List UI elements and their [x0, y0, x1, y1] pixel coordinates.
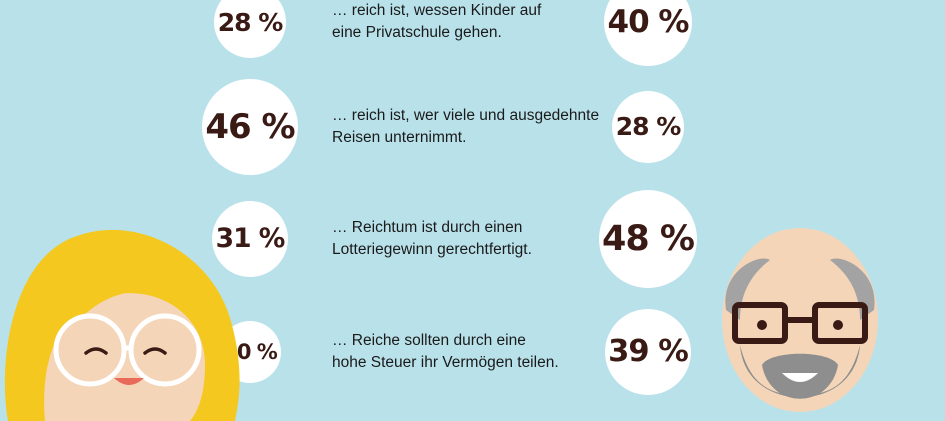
young-woman-avatar-icon [4, 229, 240, 421]
statement-line: Lotteriegewinn gerechtfertigt. [332, 241, 532, 258]
left-value-bubble: 31 % [211, 200, 289, 278]
statement-line: … Reiche sollten durch eine [332, 332, 526, 349]
statement-line: Reisen unternimmt. [332, 129, 467, 146]
left-value-bubble: 46 % [202, 79, 298, 175]
statement-line: eine Privatschule gehen. [332, 24, 502, 41]
right-value-bubble: 28 % [611, 90, 685, 164]
statement-line: hohe Steuer ihr Vermögen teilen. [332, 354, 559, 371]
right-value-bubble: 39 % [604, 308, 692, 396]
statement-text: … reich ist, wer viele und ausgedehnte Re… [332, 105, 662, 149]
old-man-avatar-icon [722, 228, 878, 412]
statement-line: … Reichtum ist durch einen [332, 219, 523, 236]
statement-text: … Reiche sollten durch eine hohe Steuer i… [332, 330, 662, 374]
statement-text: … Reichtum ist durch einen Lotteriegewinn… [332, 217, 662, 261]
right-value-bubble: 48 % [598, 189, 698, 289]
statement-line: … reich ist, wer viele und ausgedehnte [332, 107, 600, 124]
statement-line: … reich ist, wessen Kinder auf [332, 2, 542, 19]
left-value-bubble: 28 % [213, 0, 287, 59]
statement-text: … reich ist, wessen Kinder auf eine Priva… [332, 0, 662, 44]
